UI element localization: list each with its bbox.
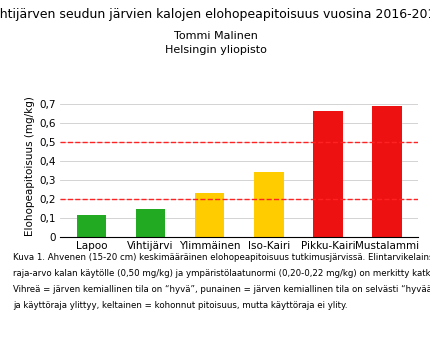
Bar (372, 106, 401, 237)
Text: Helsingin yliopisto: Helsingin yliopisto (164, 45, 266, 55)
Text: raja-arvo kalan käytölle (0,50 mg/kg) ja ympäristölaatunormi (0,20-0,22 mg/kg) o: raja-arvo kalan käytölle (0,50 mg/kg) ja… (13, 269, 430, 278)
Bar (312, 111, 342, 237)
Bar (253, 172, 283, 237)
Bar (135, 209, 165, 237)
Text: Tommi Malinen: Tommi Malinen (173, 31, 257, 40)
Text: Vihtijärven seudun järvien kalojen elohopeapitoisuus vuosina 2016-2017: Vihtijärven seudun järvien kalojen eloho… (0, 8, 430, 21)
Y-axis label: Elohopeapitoisuus (mg/kg): Elohopeapitoisuus (mg/kg) (25, 96, 35, 236)
Text: ja käyttöraja ylittyy, keltainen = kohonnut pitoisuus, mutta käyttöraja ei ylity: ja käyttöraja ylittyy, keltainen = kohon… (13, 301, 347, 311)
Text: Kuva 1. Ahvenen (15-20 cm) keskimääräinen elohopeapitoisuus tutkimusjärvissä. El: Kuva 1. Ahvenen (15-20 cm) keskimääräine… (13, 253, 430, 262)
Bar (77, 215, 106, 237)
Bar (194, 193, 224, 237)
Text: Vihreä = järven kemiallinen tila on “hyvä”, punainen = järven kemiallinen tila o: Vihreä = järven kemiallinen tila on “hyv… (13, 285, 430, 294)
